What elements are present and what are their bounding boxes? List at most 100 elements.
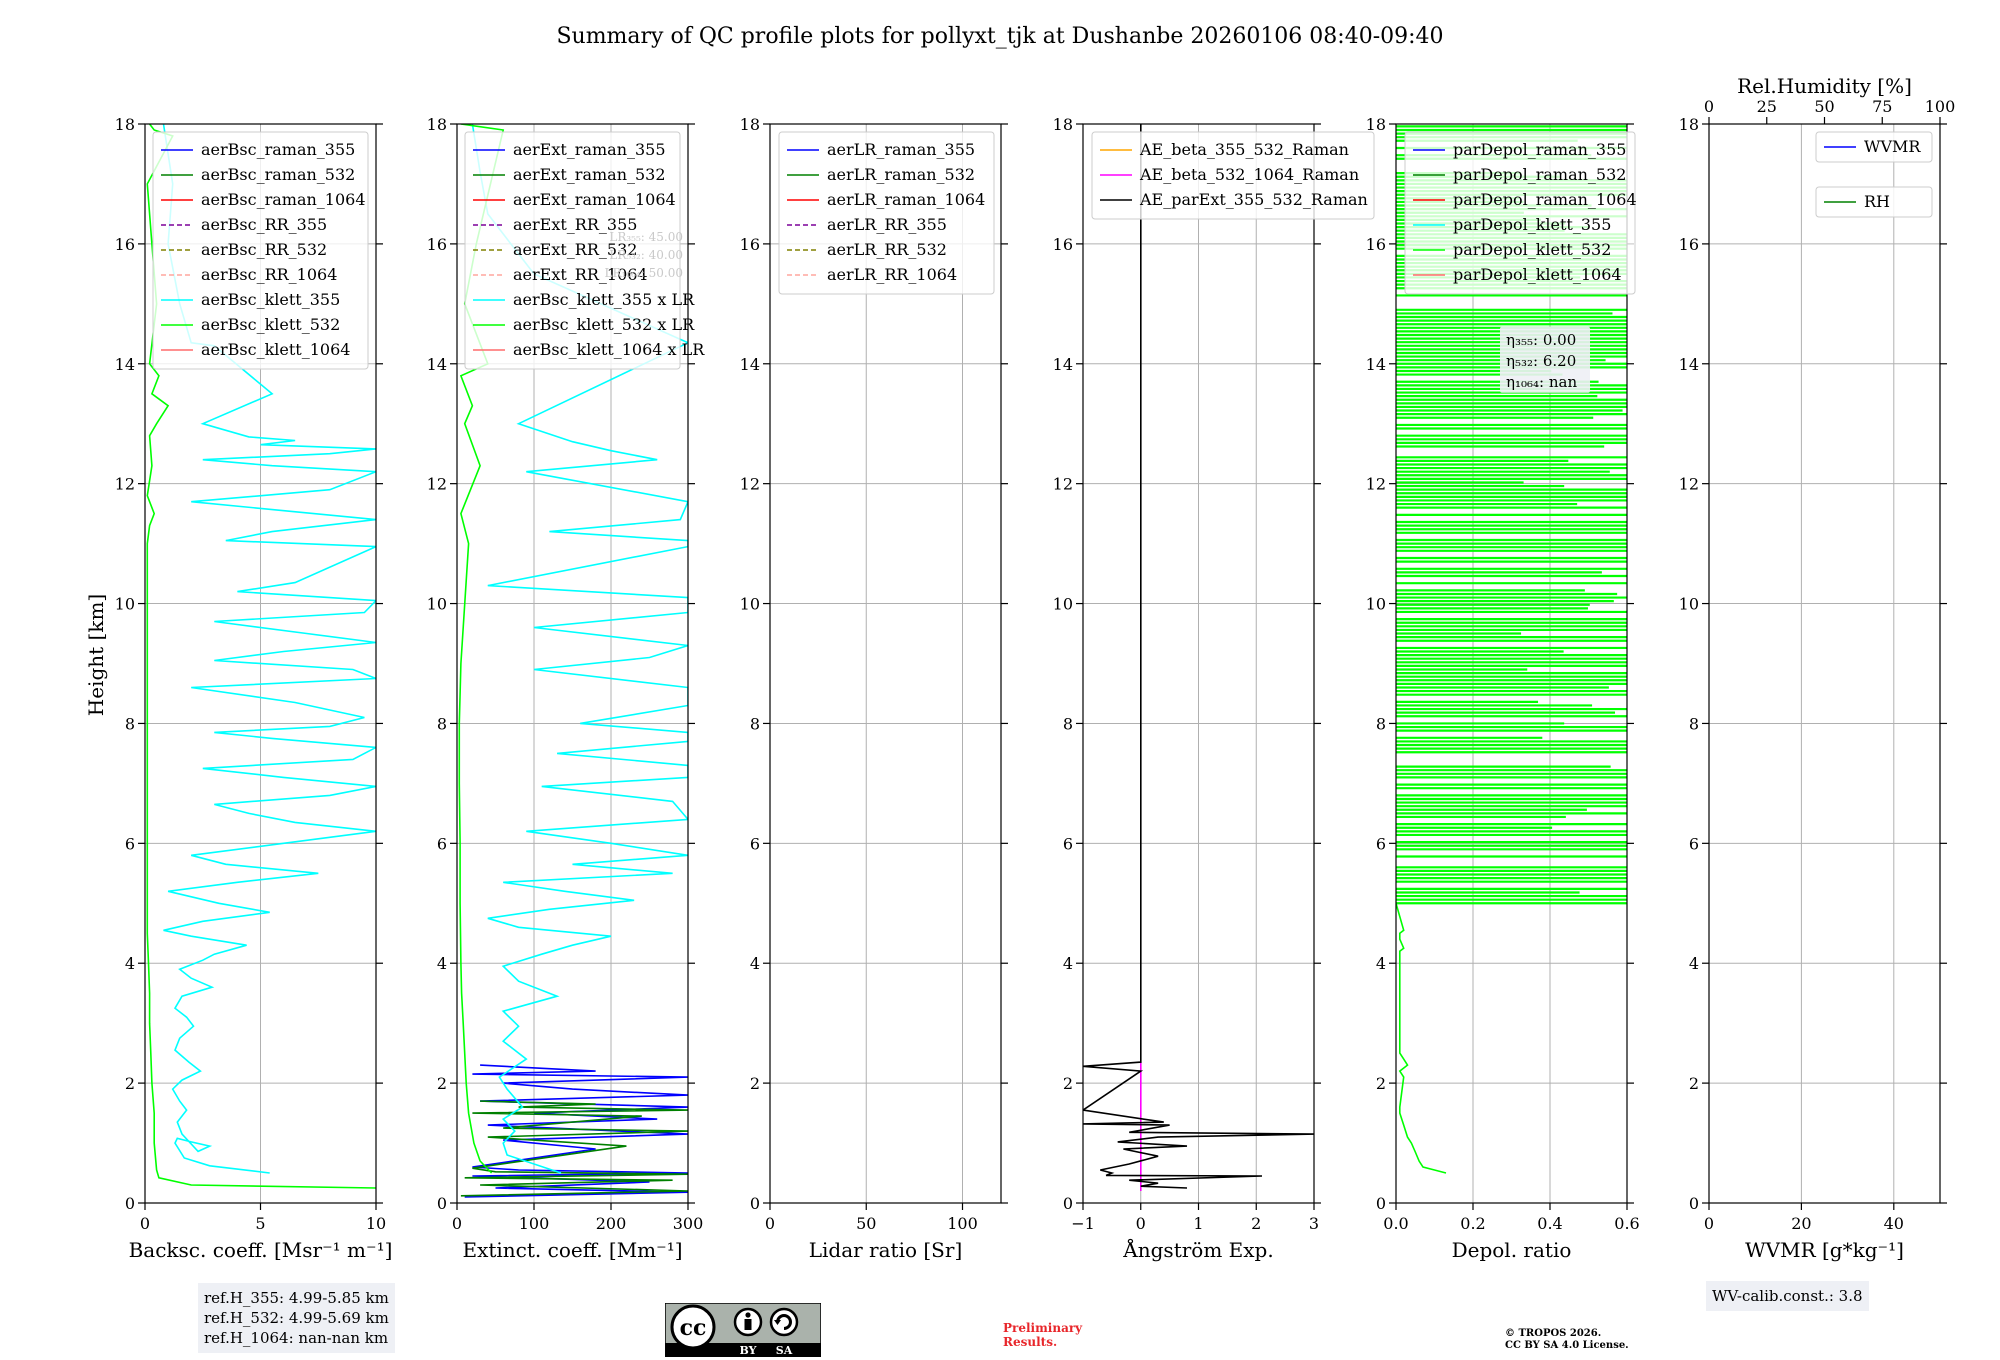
y-tick-label: 0 [125,1194,135,1213]
y-tick-label: 6 [750,834,760,853]
x-tick-label: 3 [1309,1214,1319,1233]
series-parDepol_klett_532 [1396,903,1447,1174]
y-tick-label: 0 [1063,1194,1073,1213]
y-tick-label: 14 [1053,355,1073,374]
y-tick-label: 18 [427,115,447,134]
legend-label: aerLR_raman_532 [827,165,975,184]
legend-label: aerBsc_RR_532 [201,240,327,259]
legend-label: aerExt_RR_1064 [513,265,648,284]
x-axis-label: Lidar ratio [Sr] [809,1238,963,1262]
legend-label: aerBsc_klett_355 [201,290,340,309]
x-tick-label: 0 [765,1214,775,1233]
y-tick-label: 16 [740,235,760,254]
plot-area [146,124,376,1189]
y-axis-label: Height [km] [84,594,108,716]
panel-ext: 0 2 4 6 8 10 12 14 16 18 0 100 200 300 Extinct. coeff.… [427,115,706,1262]
y-tick-label: 18 [1053,115,1073,134]
legend-label: aerBsc_klett_532 [201,315,340,334]
x-tick-label: 200 [596,1214,627,1233]
legend-label: aerLR_raman_1064 [827,190,985,209]
y-tick-label: 8 [750,714,760,733]
y-tick-label: 10 [115,595,135,614]
x-tick-label: −1 [1071,1214,1095,1233]
series-aerBsc_klett_355 x LR [471,124,688,1174]
x-tick-label: 300 [673,1214,704,1233]
legend-label: aerBsc_RR_1064 [201,265,337,284]
legend: parDepol_raman_355 parDepol_raman_532 parD… [1404,131,1637,295]
sa-text: SA [776,1344,793,1357]
legend-label: RH [1864,192,1890,211]
y-tick-label: 16 [115,235,135,254]
copyright-line-1: © TROPOS 2026. [1505,1328,1602,1339]
y-tick-label: 6 [125,834,135,853]
x-tick-label: 100 [519,1214,550,1233]
series-aerExt_raman_532 [460,1100,688,1197]
x-axis-label: WVMR [g*kg⁻¹] [1745,1238,1904,1262]
legend-label: AE_parExt_355_532_Raman [1139,190,1368,209]
legend-box [464,131,681,370]
cc-by-sa-badge: cc BY SA [665,1303,821,1357]
y-tick-label: 4 [437,954,447,973]
legend-label: parDepol_raman_532 [1453,165,1626,184]
y-tick-label: 0 [437,1194,447,1213]
y-tick-label: 4 [1689,954,1699,973]
legend-box [1091,131,1375,220]
y-tick-label: 14 [1679,355,1699,374]
y-tick-label: 14 [1366,355,1386,374]
x2-tick-label: 75 [1872,97,1892,116]
y-tick-label: 10 [740,595,760,614]
x-tick-label: 20 [1791,1214,1811,1233]
legend-label: aerLR_RR_532 [827,240,947,259]
y-tick-label: 2 [1376,1074,1386,1093]
preliminary-results-label: Preliminary Results. [1003,1321,1082,1349]
panel-wv: 0 2 4 6 8 10 12 14 16 18 0 20 40 0 25 50 75 100 Rel.Humidi… [1679,74,1956,1262]
x-tick-label: 100 [947,1214,978,1233]
legend-label: aerExt_RR_532 [513,240,637,259]
legend-label: parDepol_klett_532 [1453,240,1611,259]
x-axis-label: Depol. ratio [1452,1238,1572,1262]
axes-frame [1395,123,1628,1204]
legend-label: aerLR_raman_355 [827,140,975,159]
wv-calib-text: WV-calib.const.: 3.8 [1712,1287,1863,1305]
x2-tick-label: 25 [1757,97,1777,116]
y-tick-label: 16 [1053,235,1073,254]
legend-label: aerBsc_klett_532 x LR [513,315,695,334]
annotation-text: LR₅₃₂: 40.00 [609,248,683,262]
y-tick-label: 6 [437,834,447,853]
series-aerBsc_klett_355 [162,124,376,1174]
legend-label: aerBsc_raman_1064 [201,190,366,209]
y-tick-label: 6 [1063,834,1073,853]
y-tick-label: 8 [437,714,447,733]
y-tick-label: 12 [1679,475,1699,494]
legend-box [152,131,369,370]
legend-label: parDepol_klett_355 [1453,215,1611,234]
legend-label: aerBsc_raman_355 [201,140,355,159]
legend-RH: RH [1815,186,1933,218]
legend: aerBsc_raman_355 aerBsc_raman_532 aerBsc_r… [152,131,369,370]
y-tick-label: 18 [740,115,760,134]
by-text: BY [740,1344,757,1357]
y-tick-label: 8 [1376,714,1386,733]
axes-frame [456,123,689,1204]
legend-box [778,131,995,295]
y-tick-label: 2 [125,1074,135,1093]
y-tick-label: 6 [1689,834,1699,853]
x2-tick-label: 50 [1814,97,1834,116]
y-tick-label: 12 [740,475,760,494]
legend: aerExt_raman_355 aerExt_raman_532 aerExt_r… [464,131,705,370]
legend-label: parDepol_klett_1064 [1453,265,1622,284]
x-axis-label: Extinct. coeff. [Mm⁻¹] [462,1238,682,1262]
y-tick-label: 4 [1376,954,1386,973]
panel-bsc: 0 2 4 6 8 10 12 14 16 18 0 5 10 Backsc. coeff. [Msr⁻¹… [115,115,393,1262]
annotation-text: η₅₃₂: 6.20 [1506,352,1576,370]
legend-label: aerBsc_raman_532 [201,165,355,184]
y-tick-label: 8 [1063,714,1073,733]
x-tick-label: 0 [452,1214,462,1233]
legend-label: aerLR_RR_355 [827,215,947,234]
y-tick-label: 12 [1053,475,1073,494]
share-alike-icon [769,1307,799,1337]
legend-label: aerExt_raman_1064 [513,190,676,209]
annotation-text: η₃₅₅: 0.00 [1506,331,1576,349]
